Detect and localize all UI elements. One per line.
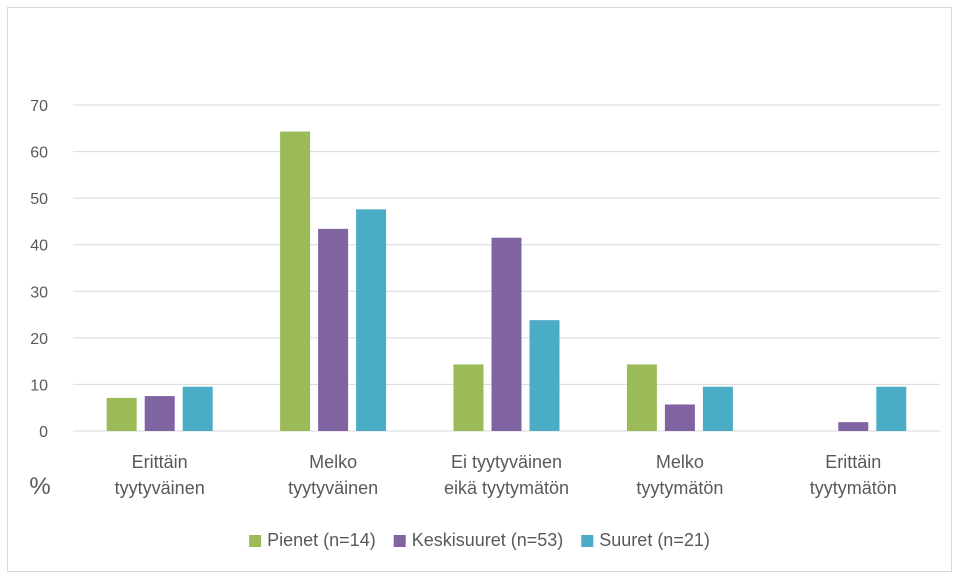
x-category-label: Erittäin <box>825 452 881 472</box>
x-category-label: tyytyväinen <box>115 478 205 498</box>
y-tick-label: 60 <box>30 145 48 162</box>
x-category-label: eikä tyytymätön <box>444 478 569 498</box>
bar-1-2 <box>280 131 311 431</box>
x-category-label: Melko <box>656 452 704 472</box>
x-category-label: tyytymätön <box>810 478 897 498</box>
y-tick-label: 20 <box>30 331 48 348</box>
y-tick-label: 50 <box>30 191 48 208</box>
bar-1-1 <box>106 397 137 431</box>
y-tick-label: 40 <box>30 238 48 255</box>
bar-2-3 <box>491 237 522 431</box>
x-category-label: Erittäin <box>132 452 188 472</box>
legend-label-2: Keskisuuret (n=53) <box>412 530 564 550</box>
y-tick-label: 70 <box>30 98 48 115</box>
bar-2-2 <box>318 228 349 431</box>
chart-frame <box>7 7 952 572</box>
x-category-label: tyytyväinen <box>288 478 378 498</box>
bar-2-5 <box>838 422 869 431</box>
bar-3-5 <box>876 386 907 431</box>
x-category-label: Ei tyytyväinen <box>451 452 562 472</box>
y-tick-label: 0 <box>39 424 48 441</box>
x-category-label: Melko <box>309 452 357 472</box>
y-tick-label: 30 <box>30 284 48 301</box>
y-tick-label: 10 <box>30 377 48 394</box>
bar-1-3 <box>453 364 484 431</box>
x-category-label: tyytymätön <box>636 478 723 498</box>
legend-label-1: Pienet (n=14) <box>267 530 376 550</box>
bar-2-1 <box>144 396 175 431</box>
bar-1-4 <box>626 364 657 431</box>
y-axis-label: % <box>29 473 50 500</box>
bar-2-4 <box>664 404 695 431</box>
legend-swatch-3 <box>581 535 594 547</box>
bar-3-1 <box>182 386 213 431</box>
legend-swatch-2 <box>393 535 406 547</box>
bar-3-3 <box>529 320 560 431</box>
legend-label-3: Suuret (n=21) <box>599 530 710 550</box>
bar-3-2 <box>356 209 387 431</box>
bar-3-4 <box>702 386 733 431</box>
legend-swatch-1 <box>249 535 262 547</box>
